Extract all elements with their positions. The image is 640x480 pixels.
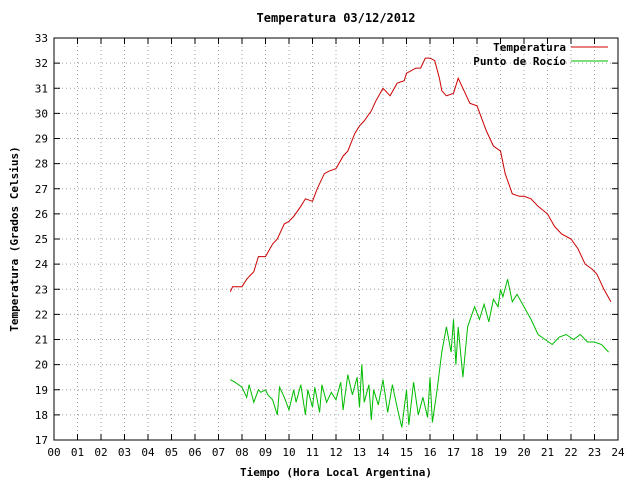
x-tick-label: 11 [306,446,319,459]
x-tick-label: 09 [259,446,272,459]
y-tick-label: 17 [35,434,48,447]
y-tick-label: 22 [35,308,48,321]
y-tick-label: 25 [35,233,48,246]
x-axis-title: Tiempo (Hora Local Argentina) [240,466,432,479]
x-tick-label: 19 [494,446,507,459]
grid [54,38,618,440]
series-punto-de-rocio-line [230,279,609,428]
x-tick-label: 05 [165,446,178,459]
x-tick-label: 06 [188,446,201,459]
y-tick-label: 28 [35,158,48,171]
y-tick-label: 18 [35,409,48,422]
x-tick-label: 04 [141,446,155,459]
x-tick-label: 13 [353,446,366,459]
y-tick-label: 33 [35,32,48,45]
x-tick-label: 14 [376,446,390,459]
x-tick-label: 00 [47,446,60,459]
chart-title: Temperatura 03/12/2012 [257,11,416,25]
x-tick-label: 03 [118,446,131,459]
plot-series [229,57,612,428]
x-tick-label: 20 [517,446,530,459]
y-tick-label: 21 [35,334,48,347]
x-tick-label: 24 [611,446,625,459]
legend: Temperatura Punto de Rocío [473,41,608,68]
y-tick-label: 27 [35,183,48,196]
x-tick-label: 15 [400,446,413,459]
y-tick-label: 19 [35,384,48,397]
x-tick-label: 02 [94,446,107,459]
axis-ticks [53,37,619,441]
x-tick-label: 16 [423,446,436,459]
y-axis-title: Temperatura (Grados Celsius) [8,146,21,331]
y-tick-label: 30 [35,107,48,120]
x-tick-label: 17 [447,446,460,459]
x-tick-label: 22 [564,446,577,459]
y-tick-label: 29 [35,133,48,146]
y-tick-label: 23 [35,283,48,296]
x-tick-label: 18 [470,446,483,459]
y-tick-label: 32 [35,57,48,70]
x-tick-label: 12 [329,446,342,459]
x-tick-label: 21 [541,446,554,459]
y-tick-label: 20 [35,359,48,372]
x-tick-label: 07 [212,446,225,459]
x-tick-label: 10 [282,446,295,459]
y-tick-label: 24 [35,258,49,271]
x-tick-label: 01 [71,446,84,459]
tick-labels: 00 01 02 03 04 05 06 07 08 09 10 11 12 13 14 15 16 17 18 19… [35,32,625,459]
y-tick-label: 26 [35,208,48,221]
y-tick-label: 31 [35,82,48,95]
legend-label-punto-de-rocio: Punto de Rocío [473,55,566,68]
x-tick-label: 08 [235,446,248,459]
legend-label-temperatura: Temperatura [493,41,566,54]
series-temperatura-line [229,57,612,303]
x-tick-label: 23 [588,446,601,459]
